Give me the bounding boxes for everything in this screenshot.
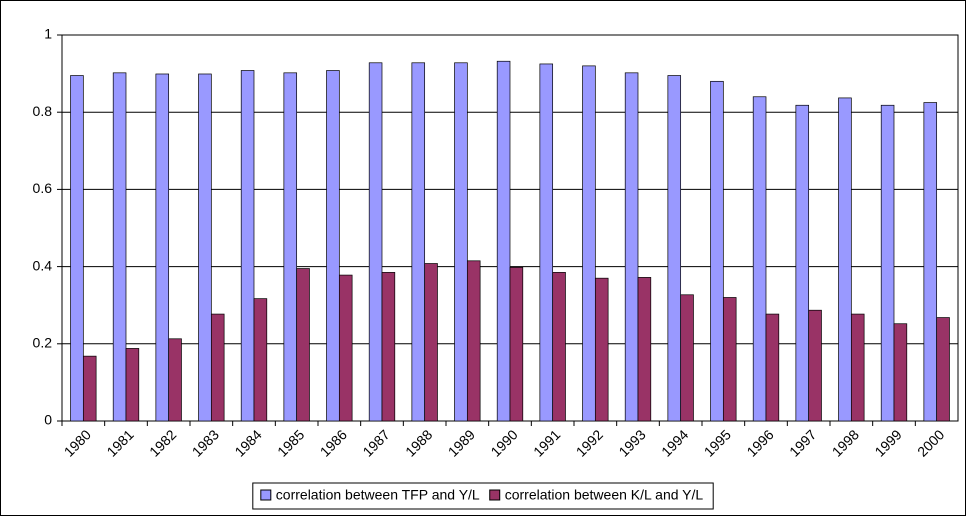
bar [710,80,724,422]
bar [765,313,780,422]
bar [808,309,822,422]
bar [155,73,170,422]
bar [82,355,97,422]
bar [198,73,212,422]
bar [296,268,310,422]
bar [838,97,852,422]
legend-swatch [489,489,501,501]
bar [326,70,340,422]
y-tick-label: 0.6 [33,180,53,196]
bar [850,313,865,422]
bar [112,72,127,422]
bar [240,70,255,422]
bar [466,260,481,422]
y-tick-label: 0.2 [33,335,53,351]
y-tick-label: 1 [44,26,52,42]
legend-swatch [260,489,272,501]
bar [125,348,140,422]
bar [70,75,84,422]
y-tick-label: 0 [44,412,52,428]
bar [424,263,438,422]
legend-label: correlation between K/L and Y/L [505,487,704,503]
bar [496,60,511,422]
bar [509,267,524,422]
legend-label: correlation between TFP and Y/L [276,487,480,503]
bar [338,274,353,422]
bar [936,317,950,422]
bar [752,96,767,422]
bar [539,63,554,422]
bar [667,75,682,422]
bar [168,338,182,422]
bar [722,297,737,422]
bar [923,102,938,422]
bar [680,294,694,422]
y-tick-label: 0.4 [33,257,53,273]
bar [368,62,383,422]
bar [381,272,396,422]
bar [552,272,566,422]
bar [880,104,895,422]
bar [795,104,810,422]
bar [283,72,298,422]
bar [594,277,609,422]
bar [253,298,268,422]
bar [624,72,639,422]
bar [210,313,225,422]
bar [893,323,908,422]
legend-box [252,482,714,510]
bar [454,62,468,422]
bar [582,65,596,422]
y-tick-label: 0.8 [33,103,53,119]
bar [637,277,652,422]
bar [411,62,426,422]
